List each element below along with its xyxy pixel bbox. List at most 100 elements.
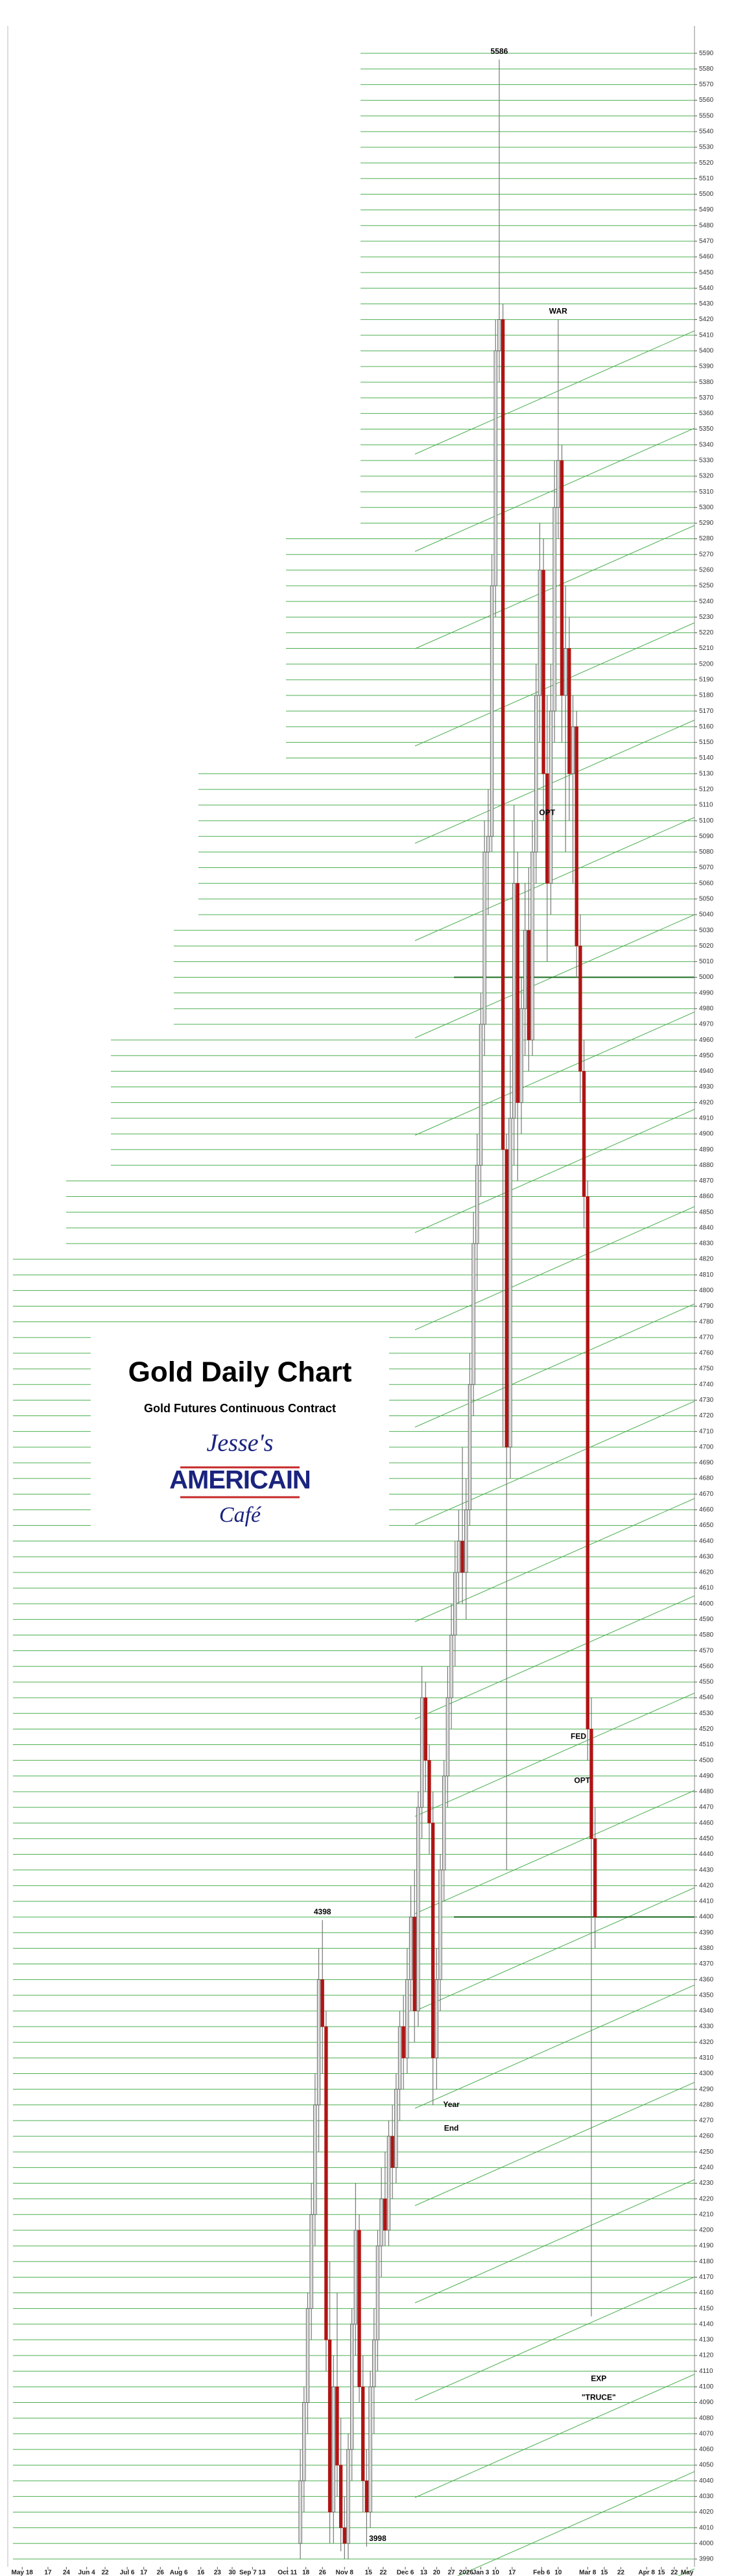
y-tick-label: 4730: [699, 1397, 714, 1404]
candle-body: [578, 945, 582, 1072]
y-tick-label: 4250: [699, 2149, 714, 2156]
candle-body: [552, 507, 556, 712]
y-tick-label: 5280: [699, 535, 714, 542]
y-tick-label: 4120: [699, 2352, 714, 2359]
candle-body: [527, 930, 531, 1041]
candle-body: [512, 883, 516, 1119]
channel-line: [414, 2082, 695, 2206]
y-tick-label: 4330: [699, 2023, 714, 2030]
candle-body: [438, 1870, 442, 1980]
y-tick-label: 5100: [699, 817, 714, 825]
channel-line: [414, 2374, 695, 2498]
y-tick-label: 4000: [699, 2540, 714, 2547]
y-tick-label: 5220: [699, 629, 714, 636]
y-tick-label: 4550: [699, 1679, 714, 1686]
y-tick-label: 5050: [699, 895, 714, 902]
y-tick-label: 5040: [699, 911, 714, 919]
x-tick-label: 22: [101, 2570, 109, 2576]
y-tick-label: 4190: [699, 2243, 714, 2250]
candle-body: [468, 1384, 472, 1510]
y-tick-label: 4890: [699, 1146, 714, 1153]
candle-body: [386, 2136, 391, 2231]
title-box: Gold Daily Chart Gold Futures Continuous…: [91, 1332, 389, 1539]
y-tick-label: 5270: [699, 551, 714, 558]
channel-line: [414, 1887, 695, 2012]
y-tick-label: 5480: [699, 222, 714, 229]
candle-body: [501, 319, 505, 1150]
y-tick-label: 3990: [699, 2556, 714, 2563]
candle-body: [541, 570, 545, 775]
y-tick-label: 4850: [699, 1209, 714, 1216]
x-tick-label: 10: [492, 2570, 500, 2576]
y-tick-label: 5420: [699, 316, 714, 323]
y-tick-label: 4140: [699, 2320, 714, 2328]
y-tick-label: 5190: [699, 676, 714, 683]
candle-body: [320, 1979, 324, 2027]
y-tick-label: 4100: [699, 2383, 714, 2390]
y-tick-label: 5590: [699, 50, 714, 57]
y-tick-label: 5440: [699, 285, 714, 292]
y-tick-label: 5160: [699, 723, 714, 730]
annotation: 3998: [369, 2534, 386, 2543]
y-tick-label: 4580: [699, 1631, 714, 1639]
y-tick-label: 5230: [699, 614, 714, 621]
y-tick-label: 4920: [699, 1099, 714, 1106]
candle-body: [493, 350, 497, 586]
chart-subtitle: Gold Futures Continuous Contract: [144, 1402, 336, 1415]
annotation: WAR: [549, 307, 567, 316]
x-tick-label: 23: [214, 2570, 222, 2576]
y-tick-label: 4720: [699, 1412, 714, 1419]
x-tick-label: May 18: [12, 2570, 34, 2576]
x-tick-label: 27: [447, 2570, 455, 2576]
y-tick-label: 5060: [699, 880, 714, 887]
y-tick-label: 5430: [699, 300, 714, 307]
y-tick-label: 5370: [699, 394, 714, 402]
y-tick-label: 4240: [699, 2164, 714, 2171]
candle-body: [497, 319, 501, 352]
y-tick-label: 4630: [699, 1553, 714, 1560]
y-tick-label: 5410: [699, 331, 714, 339]
y-tick-label: 4160: [699, 2289, 714, 2296]
y-tick-label: 4640: [699, 1537, 714, 1545]
x-tick-label: Nov 8: [336, 2570, 354, 2576]
logo-bottom: Café: [219, 1503, 262, 1527]
y-tick-label: 4310: [699, 2054, 714, 2062]
candle-body: [556, 460, 560, 508]
x-tick-label: 26: [157, 2570, 165, 2576]
x-tick-label: 18: [302, 2570, 310, 2576]
y-tick-label: 4030: [699, 2493, 714, 2500]
y-tick-label: 5320: [699, 473, 714, 480]
y-tick-label: 5290: [699, 520, 714, 527]
candle-body: [519, 1008, 523, 1103]
y-tick-label: 4400: [699, 1914, 714, 1921]
x-tick-label: Feb 6: [533, 2570, 551, 2576]
y-tick-label: 4950: [699, 1052, 714, 1059]
y-tick-label: 4480: [699, 1788, 714, 1796]
y-tick-label: 5080: [699, 849, 714, 856]
x-tick-label: Aug 6: [170, 2570, 188, 2576]
y-tick-label: 5210: [699, 645, 714, 652]
y-tick-label: 5530: [699, 144, 714, 151]
annotation: Year: [443, 2100, 460, 2109]
y-tick-label: 5000: [699, 974, 714, 981]
y-tick-label: 5180: [699, 692, 714, 699]
channel-line: [414, 330, 695, 455]
y-tick-label: 5510: [699, 175, 714, 182]
y-tick-label: 4390: [699, 1929, 714, 1936]
y-tick-label: 4700: [699, 1443, 714, 1451]
y-tick-label: 4280: [699, 2101, 714, 2108]
y-tick-label: 4810: [699, 1271, 714, 1279]
candle-body: [464, 1509, 468, 1573]
y-tick-label: 4270: [699, 2117, 714, 2125]
annotation: 4398: [314, 1907, 331, 1916]
y-tick-label: 4170: [699, 2274, 714, 2281]
y-tick-label: 4710: [699, 1428, 714, 1435]
annotation: OPT: [539, 808, 555, 817]
candle-body: [375, 2245, 380, 2341]
y-tick-label: 5450: [699, 269, 714, 276]
candle-body: [589, 1728, 593, 1839]
candle-body: [586, 1196, 589, 1729]
candle-body: [338, 2464, 343, 2529]
x-tick-label: 17: [44, 2570, 52, 2576]
